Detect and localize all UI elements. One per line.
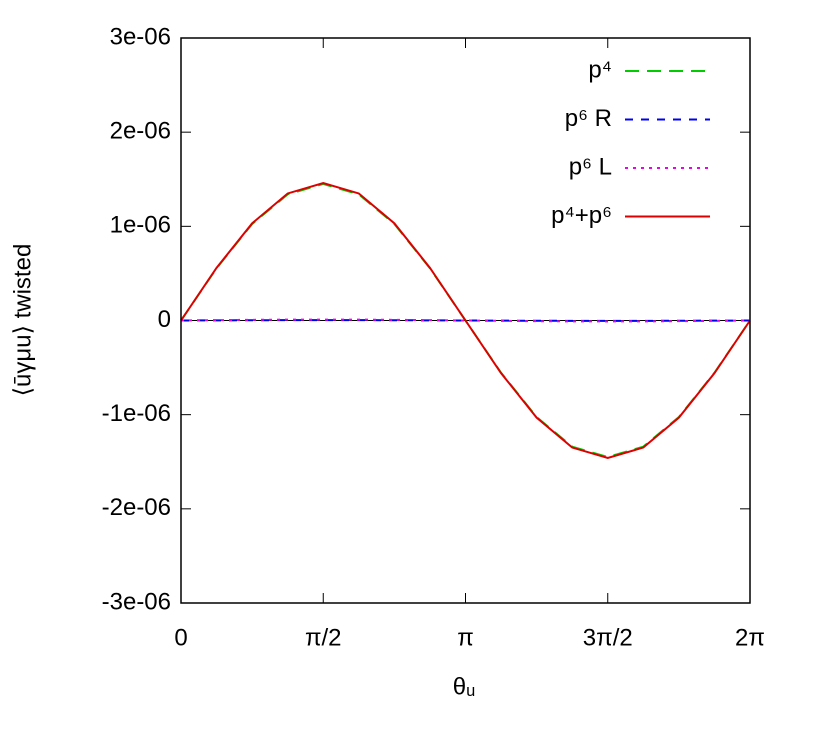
y-tick-label: 3e-06 (110, 23, 171, 50)
series-line (180, 181, 751, 460)
series-line (180, 318, 751, 323)
x-tick-label: π (457, 624, 474, 651)
y-tick-label: 0 (158, 306, 171, 333)
x-axis-label: θᵤ (453, 673, 476, 700)
legend-label: p⁶ L (569, 153, 612, 180)
y-tick-label: 2e-06 (110, 118, 171, 145)
legend-label: p⁴ (588, 56, 612, 83)
y-tick-label: -3e-06 (102, 588, 171, 615)
legend-label: p⁶ R (565, 105, 612, 132)
y-tick-label: -1e-06 (102, 400, 171, 427)
plot-frame (180, 37, 751, 604)
x-tick-label: 3π/2 (583, 624, 633, 651)
legend-label: p⁴+p⁶ (551, 202, 612, 229)
y-axis-label: ⟨ūγμu⟩ twisted (9, 244, 36, 397)
y-tick-label: -2e-06 (102, 494, 171, 521)
y-tick-label: 1e-06 (110, 212, 171, 239)
x-tick-label: π/2 (305, 624, 342, 651)
x-tick-label: 0 (174, 624, 187, 651)
x-tick-label: 2π (735, 624, 765, 651)
